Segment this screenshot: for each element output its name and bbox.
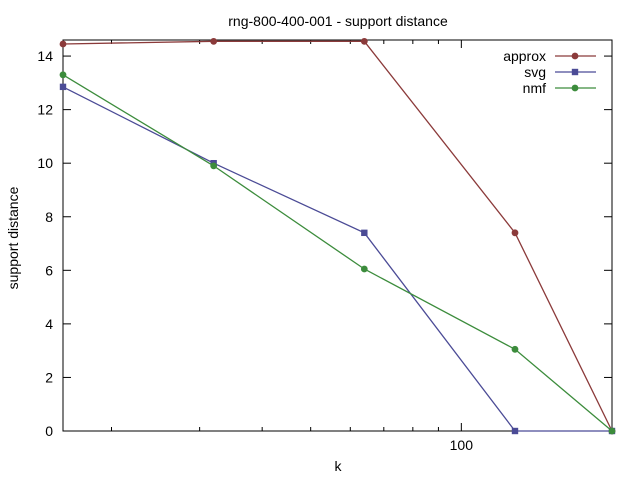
y-tick-label: 8 xyxy=(45,209,53,225)
x-axis-label: k xyxy=(335,458,343,474)
legend-marker-svg xyxy=(571,68,579,76)
y-tick-label: 0 xyxy=(45,423,53,439)
legend-marker-approx xyxy=(571,52,579,60)
data-point-approx xyxy=(511,229,519,237)
legend-label-nmf: nmf xyxy=(523,80,546,96)
data-point-nmf xyxy=(360,265,368,273)
data-point-nmf xyxy=(608,427,616,435)
data-point-nmf xyxy=(511,345,519,353)
series-line-svg xyxy=(62,86,612,432)
series-line-approx xyxy=(62,40,613,432)
y-tick-label: 12 xyxy=(37,102,53,118)
legend-label-approx: approx xyxy=(503,48,546,64)
y-tick-label: 14 xyxy=(37,48,53,64)
data-point-approx xyxy=(360,37,368,45)
data-point-nmf xyxy=(210,162,218,170)
plot-frame xyxy=(62,39,613,432)
chart-title: rng-800-400-001 - support distance xyxy=(228,13,448,29)
data-point-svg xyxy=(511,427,519,435)
y-tick-label: 4 xyxy=(45,316,53,332)
y-tick-label: 10 xyxy=(37,155,53,171)
legend-marker-nmf xyxy=(571,84,579,92)
y-tick-label: 6 xyxy=(45,262,53,278)
legend-label-svg: svg xyxy=(524,64,546,80)
plot-area: 0 2 4 6 8 10 12 14 100 xyxy=(37,37,616,453)
data-point-nmf xyxy=(59,71,67,79)
y-axis-label: support distance xyxy=(5,186,21,289)
x-tick-label: 100 xyxy=(450,437,474,453)
y-tick-label: 2 xyxy=(45,369,53,385)
data-point-approx xyxy=(59,40,67,48)
data-point-svg xyxy=(361,229,368,237)
data-point-approx xyxy=(210,37,218,45)
data-point-svg xyxy=(59,83,67,91)
